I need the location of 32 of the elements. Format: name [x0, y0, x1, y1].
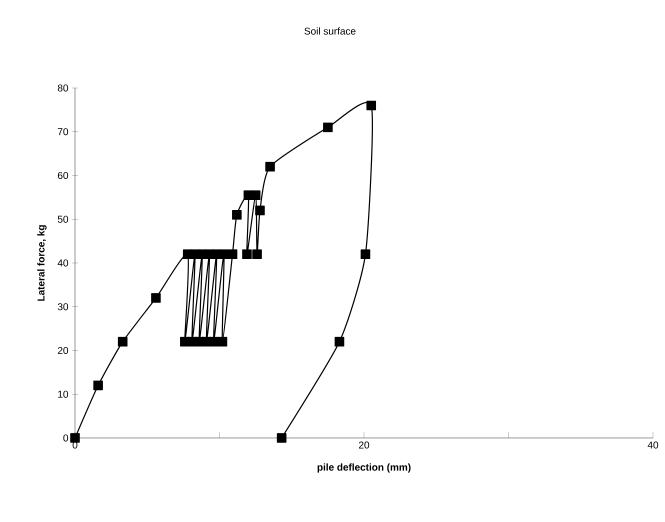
- y-tick-label: 20: [58, 346, 68, 354]
- point: [219, 249, 229, 260]
- y-tick-label: 70: [58, 128, 68, 136]
- point: [218, 336, 228, 347]
- y-tick-label: 40: [58, 259, 68, 267]
- point: [255, 206, 265, 216]
- y-tick-label: 60: [58, 172, 68, 180]
- point: [323, 122, 333, 132]
- point: [366, 100, 376, 110]
- x-tick-label: 20: [358, 442, 370, 449]
- point: [232, 210, 242, 220]
- point: [93, 380, 103, 390]
- chart-title: Soil surface: [304, 27, 356, 35]
- y-tick-label: 10: [58, 390, 68, 398]
- point: [70, 433, 80, 443]
- point: [252, 249, 262, 260]
- point: [228, 249, 238, 260]
- x-tick-label: 40: [648, 442, 658, 449]
- point: [118, 336, 128, 347]
- point: [276, 433, 286, 443]
- point: [265, 162, 275, 172]
- point: [334, 336, 344, 347]
- y-tick-label: 80: [58, 84, 68, 92]
- y-tick-label: 50: [58, 216, 68, 223]
- y-tick-label: 0: [63, 434, 68, 442]
- point: [242, 249, 252, 260]
- y-axis-title: Lateral force, kg: [37, 225, 47, 301]
- point: [360, 249, 370, 260]
- y-tick-label: 30: [58, 303, 68, 310]
- point: [151, 293, 161, 303]
- x-axis-title: pile deflection (mm): [318, 463, 411, 473]
- point: [250, 190, 260, 200]
